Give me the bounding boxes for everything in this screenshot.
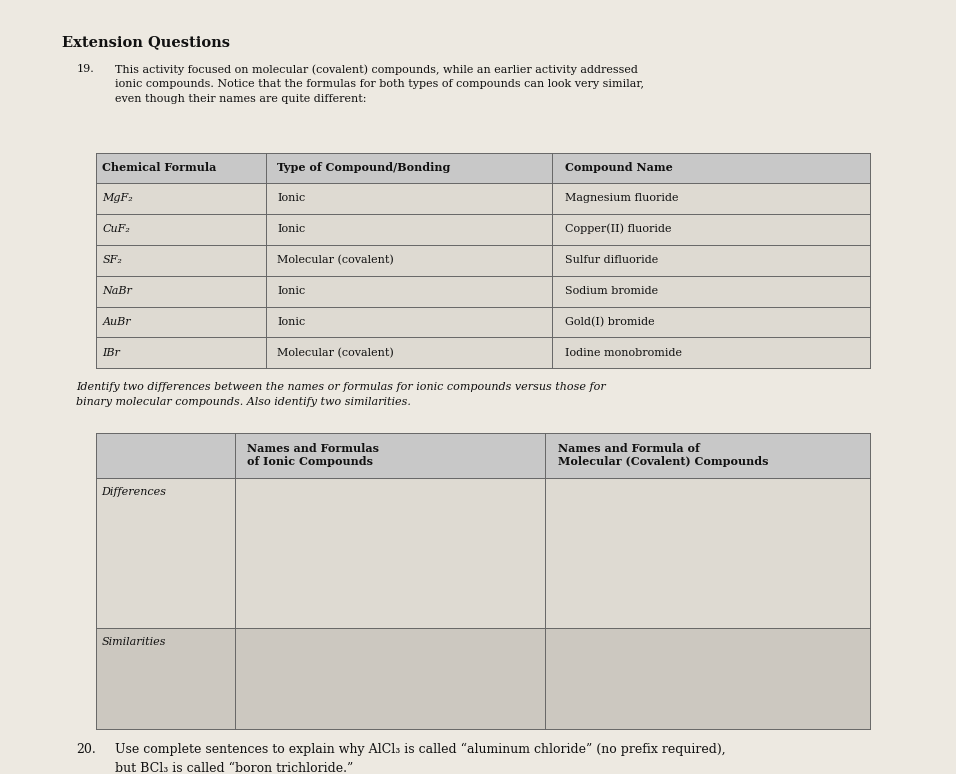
Text: Iodine monobromide: Iodine monobromide: [565, 348, 683, 358]
Text: Ionic: Ionic: [277, 224, 306, 234]
Text: Use complete sentences to explain why AlCl₃ is called “aluminum chloride” (no pr: Use complete sentences to explain why Al…: [115, 743, 726, 774]
Text: This activity focused on molecular (covalent) compounds, while an earlier activi: This activity focused on molecular (cova…: [115, 64, 643, 104]
Text: Extension Questions: Extension Questions: [62, 35, 230, 49]
Text: 20.: 20.: [76, 743, 97, 756]
Text: Identify two differences between the names or formulas for ionic compounds versu: Identify two differences between the nam…: [76, 382, 606, 407]
Text: Names and Formulas
of Ionic Compounds: Names and Formulas of Ionic Compounds: [248, 443, 380, 467]
Text: Gold(I) bromide: Gold(I) bromide: [565, 317, 655, 327]
Text: Magnesium fluoride: Magnesium fluoride: [565, 194, 679, 203]
Text: MgF₂: MgF₂: [102, 194, 133, 203]
Text: 19.: 19.: [76, 64, 95, 74]
Text: Ionic: Ionic: [277, 317, 306, 327]
Text: IBr: IBr: [102, 348, 120, 358]
Text: Similarities: Similarities: [101, 636, 165, 646]
Text: Names and Formula of
Molecular (Covalent) Compounds: Names and Formula of Molecular (Covalent…: [557, 443, 769, 467]
Text: Molecular (covalent): Molecular (covalent): [277, 348, 394, 358]
Text: Ionic: Ionic: [277, 194, 306, 203]
Text: Copper(II) fluoride: Copper(II) fluoride: [565, 224, 672, 235]
Text: Ionic: Ionic: [277, 286, 306, 296]
Text: Sodium bromide: Sodium bromide: [565, 286, 659, 296]
Text: CuF₂: CuF₂: [102, 224, 130, 234]
Text: Chemical Formula: Chemical Formula: [102, 163, 217, 173]
Text: Sulfur difluoride: Sulfur difluoride: [565, 255, 659, 265]
Text: SF₂: SF₂: [102, 255, 122, 265]
Text: AuBr: AuBr: [102, 317, 131, 327]
Text: Compound Name: Compound Name: [565, 163, 673, 173]
Text: NaBr: NaBr: [102, 286, 132, 296]
Text: Molecular (covalent): Molecular (covalent): [277, 255, 394, 265]
Text: Type of Compound/Bonding: Type of Compound/Bonding: [277, 163, 451, 173]
Text: Differences: Differences: [101, 487, 166, 497]
